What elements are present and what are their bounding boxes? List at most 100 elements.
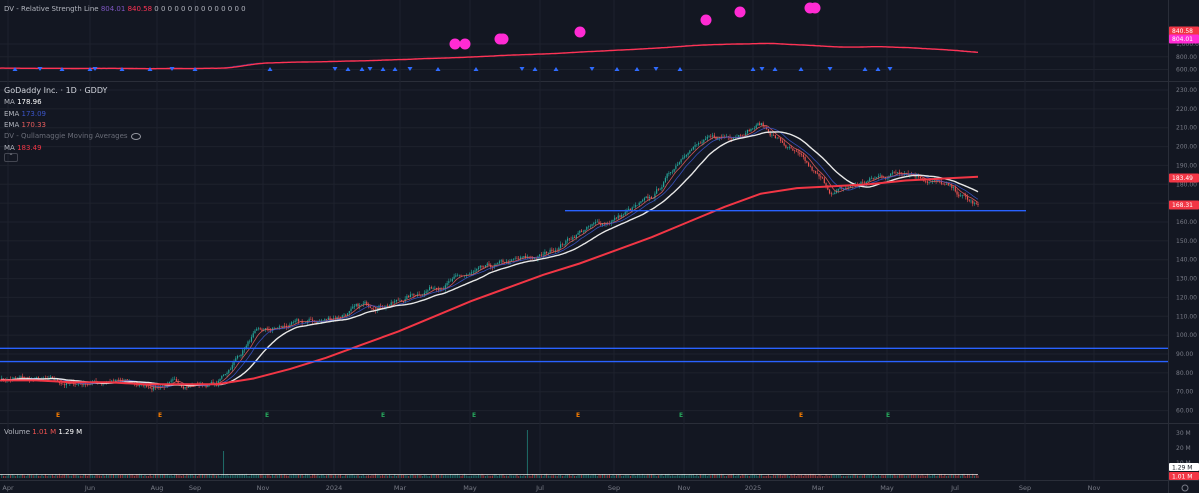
rs-triangle-2: [59, 67, 65, 71]
volume-bar: [163, 474, 165, 478]
price-tick-10: 130.00: [1176, 276, 1197, 283]
candle-body: [704, 138, 707, 140]
volume-bar: [123, 475, 125, 478]
candle-body: [366, 302, 368, 305]
candle-body: [961, 194, 963, 196]
volume-bar: [369, 475, 371, 478]
volume-bar: [41, 474, 43, 478]
volume-bar: [285, 475, 287, 478]
candle-body: [217, 380, 219, 385]
candle-body: [320, 320, 322, 322]
candle-body: [434, 287, 436, 289]
volume-bar: [58, 473, 60, 478]
volume-bar: [376, 474, 378, 478]
candle-body: [825, 183, 827, 187]
volume-bar: [32, 475, 34, 478]
candle-body: [897, 172, 899, 174]
volume-bar: [572, 474, 574, 478]
volume-bar: [308, 474, 310, 478]
volume-bar: [741, 474, 743, 478]
volume-bar: [366, 475, 368, 478]
candle-body: [60, 382, 62, 385]
volume-bar: [822, 475, 824, 478]
volume-bar: [923, 475, 925, 478]
volume-bar: [834, 474, 836, 478]
candle-body: [256, 329, 258, 331]
volume-bar: [954, 474, 956, 478]
volume-bar: [602, 474, 604, 478]
candle-body: [430, 287, 432, 289]
volume-bar: [380, 475, 382, 478]
volume-bar: [794, 473, 796, 478]
rs-high-dot-4: [574, 26, 586, 38]
collapse-chevron-icon[interactable]: ⌃: [4, 153, 18, 162]
volume-bar: [764, 476, 766, 478]
volume-bar: [179, 475, 181, 478]
volume-bar: [430, 474, 432, 478]
volume-bar: [436, 474, 438, 478]
candle-body: [603, 223, 605, 225]
volume-tick-0: 30 M: [1176, 430, 1191, 437]
candle-body: [788, 147, 790, 148]
candle-body: [973, 203, 976, 204]
rs-title: DV - Relative Strength Line: [4, 5, 99, 13]
volume-bar: [86, 475, 88, 478]
eye-icon[interactable]: [130, 132, 141, 140]
candle-body: [512, 259, 515, 260]
volume-bar: [645, 475, 647, 478]
volume-tag-2-bg: [1169, 472, 1199, 480]
candle-body: [55, 379, 57, 381]
volume-bar: [277, 475, 279, 478]
volume-bar: [142, 476, 144, 478]
volume-bar: [687, 475, 689, 478]
volume-bar: [347, 475, 349, 478]
ma-red-line: [0, 175, 979, 386]
volume-bar: [331, 474, 333, 478]
candle-body: [650, 197, 653, 199]
rs-tag-2: 804.01: [1172, 36, 1193, 43]
candle-body: [360, 304, 363, 306]
volume-bar: [965, 476, 967, 478]
rs-triangle-29: [772, 67, 778, 71]
candle-body: [916, 175, 918, 178]
settings-gear-icon: [1181, 484, 1189, 492]
rs-triangle-30: [798, 67, 804, 71]
volume-bar: [341, 476, 343, 478]
volume-bar: [252, 474, 254, 478]
volume-bar: [624, 474, 626, 478]
volume-bar: [268, 473, 270, 478]
volume-bar: [642, 473, 644, 478]
candle-body: [591, 224, 593, 226]
candle-body: [172, 379, 174, 381]
candle-body: [657, 189, 660, 190]
volume-bar: [827, 475, 829, 478]
candle-body: [893, 172, 895, 174]
candle-body: [207, 384, 209, 388]
candle-body: [587, 226, 590, 228]
volume-bar: [643, 475, 645, 478]
candle-body: [670, 172, 672, 173]
volume-bar: [519, 475, 521, 478]
candle-body: [36, 377, 38, 379]
candle-body: [807, 162, 810, 166]
candle-body: [231, 365, 233, 370]
volume-bar: [844, 476, 846, 478]
volume-bar: [813, 473, 815, 478]
volume-bar: [581, 474, 583, 478]
volume-bar: [230, 475, 232, 478]
volume-bar: [874, 474, 876, 478]
candle-body: [732, 138, 735, 139]
volume-bar: [92, 475, 94, 478]
candle-body: [572, 237, 574, 240]
volume-bar: [905, 475, 907, 478]
volume-bar: [549, 475, 551, 478]
volume-bar: [443, 475, 445, 478]
candle-body: [18, 377, 20, 378]
candle-body: [278, 326, 281, 328]
candle-body: [502, 260, 504, 263]
candle-body: [925, 181, 927, 182]
candle-body: [593, 223, 595, 225]
volume-bar: [188, 475, 190, 478]
volume-bar: [963, 473, 965, 478]
